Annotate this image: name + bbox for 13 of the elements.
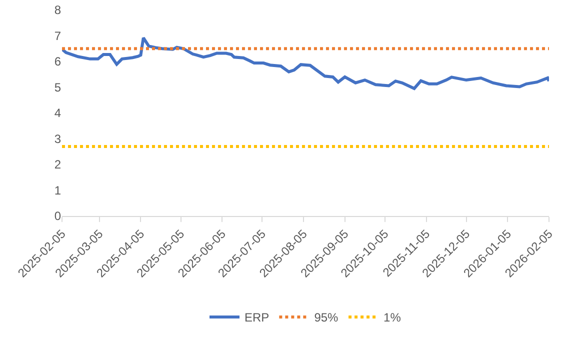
y-tick-label: 1 xyxy=(54,183,62,198)
line-series xyxy=(62,36,549,90)
y-tick-label: 5 xyxy=(54,80,62,94)
y-tick-label: 8 xyxy=(54,3,62,18)
y-tick-label: 2 xyxy=(54,158,62,172)
legend-label: 95% xyxy=(314,310,339,325)
y-tick-label: 3 xyxy=(54,132,62,146)
y-tick-label: 6 xyxy=(54,54,62,69)
y-tick-label: 4 xyxy=(54,106,62,120)
legend-label: 1% xyxy=(384,310,402,325)
y-tick-label: 7 xyxy=(54,28,62,43)
legend-label: ERP xyxy=(244,310,270,325)
y-tick-label: 0 xyxy=(54,209,62,224)
